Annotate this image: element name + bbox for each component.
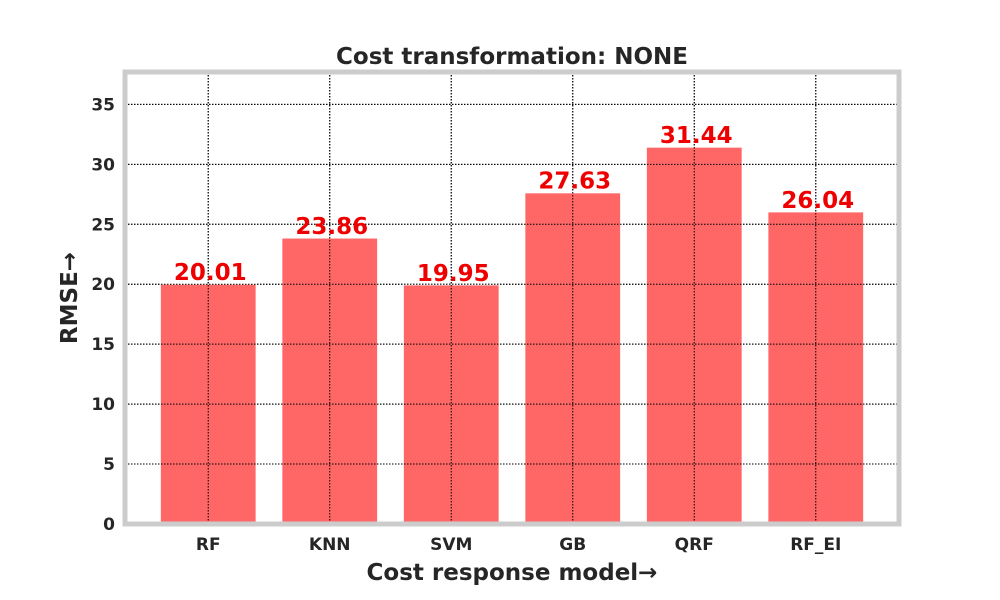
y-axis-label: RMSE→ [57,252,83,344]
bar-value-label: 23.86 [295,214,368,240]
x-axis-ticks: RF KNN SVM GB QRF RF_EI [196,535,841,555]
y-tick-label: 10 [91,395,115,415]
y-tick-label: 20 [91,275,115,295]
x-tick-label: RF [196,535,221,555]
x-tick-label: RF_EI [790,535,841,555]
bar-value-label: 19.95 [417,261,490,287]
chart-title: Cost transformation: NONE [336,44,688,70]
bar-value-label: 27.63 [538,169,611,195]
bar-value-label: 20.01 [174,260,247,286]
x-tick-label: GB [559,535,586,555]
x-axis-label: Cost response model→ [367,560,658,586]
y-tick-label: 35 [91,95,115,115]
plot-frame [122,69,902,527]
y-tick-label: 5 [103,455,115,475]
bar-value-label: 31.44 [660,123,733,149]
bar-qrf [645,146,743,525]
bar-rf [159,283,257,525]
y-tick-label: 15 [91,335,115,355]
value-labels: 20.01 23.86 19.95 27.63 31.44 26.04 [174,123,854,287]
y-tick-label: 30 [91,155,115,175]
y-axis-ticks: 0 5 10 15 20 25 30 35 [91,95,115,535]
x-tick-label: SVM [430,535,472,555]
bars [125,72,899,525]
bar-value-label: 26.04 [781,188,854,214]
x-tick-label: QRF [675,535,714,555]
y-tick-label: 25 [91,215,115,235]
x-tick-label: KNN [309,535,351,555]
y-tick-label: 0 [103,515,115,535]
bar-svm [402,284,500,525]
plot-border [122,69,902,527]
